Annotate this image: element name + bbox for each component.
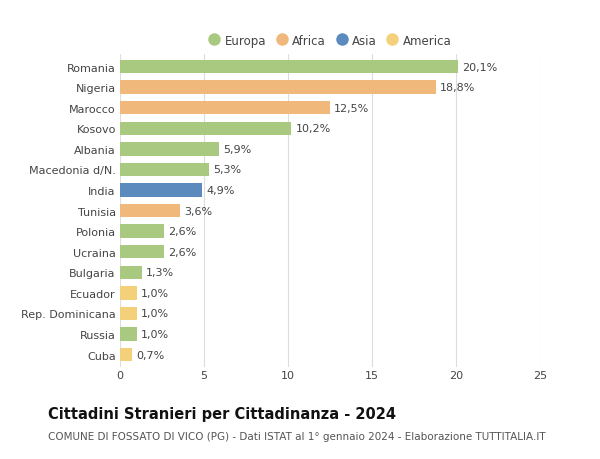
Legend: Europa, Africa, Asia, America: Europa, Africa, Asia, America [203, 30, 457, 52]
Bar [120, 225, 164, 238]
Bar [120, 81, 436, 95]
Text: 0,7%: 0,7% [136, 350, 164, 360]
Text: 1,0%: 1,0% [141, 309, 169, 319]
Text: 10,2%: 10,2% [296, 124, 331, 134]
Text: 18,8%: 18,8% [440, 83, 475, 93]
Bar [120, 204, 181, 218]
Bar [120, 348, 132, 362]
Bar [120, 184, 202, 197]
Text: 12,5%: 12,5% [334, 103, 370, 113]
Text: COMUNE DI FOSSATO DI VICO (PG) - Dati ISTAT al 1° gennaio 2024 - Elaborazione TU: COMUNE DI FOSSATO DI VICO (PG) - Dati IS… [48, 431, 545, 442]
Text: 5,3%: 5,3% [213, 165, 241, 175]
Bar [120, 163, 209, 177]
Bar [120, 307, 137, 320]
Text: Cittadini Stranieri per Cittadinanza - 2024: Cittadini Stranieri per Cittadinanza - 2… [48, 406, 396, 421]
Text: 2,6%: 2,6% [168, 247, 196, 257]
Text: 3,6%: 3,6% [185, 206, 213, 216]
Bar [120, 143, 219, 156]
Text: 5,9%: 5,9% [223, 145, 251, 155]
Text: 1,0%: 1,0% [141, 330, 169, 339]
Bar [120, 61, 458, 74]
Bar [120, 123, 292, 136]
Text: 20,1%: 20,1% [462, 62, 497, 73]
Text: 4,9%: 4,9% [206, 185, 235, 196]
Bar [120, 328, 137, 341]
Bar [120, 286, 137, 300]
Text: 2,6%: 2,6% [168, 227, 196, 237]
Bar [120, 246, 164, 259]
Text: 1,0%: 1,0% [141, 288, 169, 298]
Text: 1,3%: 1,3% [146, 268, 174, 278]
Bar [120, 266, 142, 280]
Bar [120, 102, 330, 115]
